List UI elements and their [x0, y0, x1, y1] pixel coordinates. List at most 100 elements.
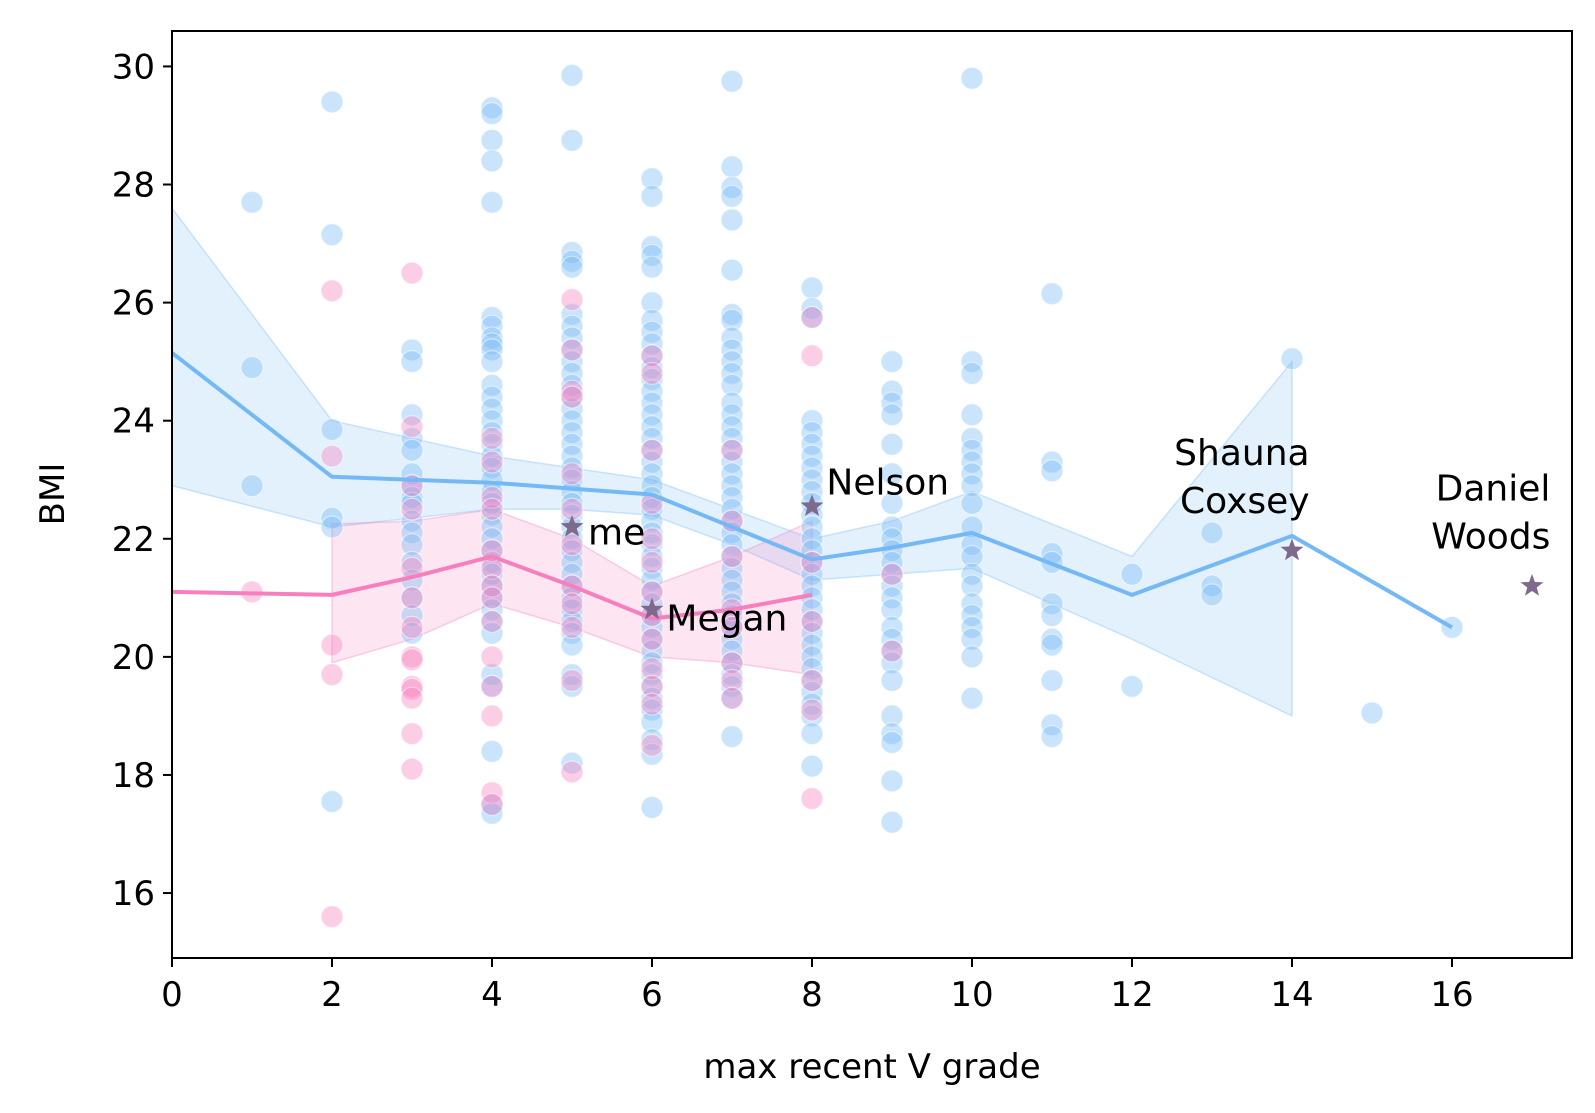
scatter-point	[480, 801, 504, 825]
scatter-point	[480, 426, 504, 451]
scatter-point	[880, 730, 904, 755]
scatter-point	[480, 527, 504, 551]
scatter-point	[800, 680, 824, 704]
scatter-point	[800, 574, 824, 598]
scatter-point	[880, 550, 904, 575]
scatter-point	[960, 426, 984, 451]
scatter-point	[640, 426, 664, 451]
scatter-point	[560, 288, 584, 312]
scatter-point	[1040, 459, 1064, 483]
scatter-point	[640, 497, 664, 521]
scatter-point	[320, 279, 344, 303]
y-tick-label: 28	[112, 166, 155, 206]
confidence-bands	[171, 205, 1293, 718]
scatter-point	[640, 521, 664, 545]
scatter-point	[560, 662, 584, 687]
scatter-point	[640, 627, 664, 651]
x-tick-label: 2	[321, 975, 343, 1015]
scatter-point	[1040, 450, 1064, 474]
ci-band-series-1	[171, 205, 1293, 718]
scatter-point	[720, 391, 744, 415]
scatter-point	[800, 276, 824, 300]
scatter-point	[480, 326, 504, 350]
scatter-point	[880, 651, 904, 675]
scatter-point	[1280, 347, 1304, 371]
highlight-label-line: Nelson	[826, 463, 949, 504]
scatter-point	[560, 533, 584, 557]
scatter-point	[880, 769, 904, 793]
scatter-point	[640, 533, 664, 557]
scatter-point	[560, 255, 584, 279]
scatter-point	[480, 704, 504, 728]
scatter-point	[480, 574, 504, 598]
scatter-point	[880, 810, 904, 834]
scatter-point	[1200, 583, 1224, 607]
scatter-point	[720, 544, 744, 569]
scatter-point	[240, 474, 264, 498]
scatter-point	[720, 568, 744, 592]
x-tick-label: 12	[1110, 975, 1153, 1015]
scatter-point	[400, 586, 424, 610]
scatter-point	[480, 190, 504, 214]
scatter-point	[1360, 701, 1384, 725]
scatter-point	[720, 373, 744, 397]
x-axis-label: max recent V grade	[703, 1047, 1040, 1087]
scatter-point	[480, 503, 504, 527]
scatter-point	[960, 403, 984, 427]
scatter-point	[640, 403, 664, 427]
scatter-point	[640, 686, 664, 710]
scatter-point	[400, 414, 424, 439]
scatter-point	[480, 662, 504, 687]
scatter-point	[720, 155, 744, 179]
scatter-point	[800, 468, 824, 492]
scatter-point	[960, 686, 984, 710]
scatter-point	[480, 444, 504, 468]
scatter-point	[800, 754, 824, 778]
scatter-point	[560, 338, 584, 362]
scatter-point	[560, 350, 584, 374]
scatter-point	[880, 491, 904, 515]
scatter-point	[640, 355, 664, 380]
scatter-point	[720, 69, 744, 93]
scatter-point	[880, 432, 904, 456]
scatter-point	[1200, 574, 1224, 598]
x-tick-label: 8	[801, 975, 823, 1015]
scatter-point	[560, 538, 584, 563]
scatter-point	[800, 515, 824, 539]
scatter-point	[720, 175, 744, 200]
scatter-point	[960, 592, 984, 616]
scatter-point	[720, 462, 744, 486]
highlight-label-line: me	[588, 513, 645, 554]
scatter-point	[960, 474, 984, 498]
scatter-point	[640, 184, 664, 208]
scatter-point	[800, 456, 824, 480]
scatter-point	[480, 338, 504, 362]
scatter-point	[880, 627, 904, 651]
scatter-point	[880, 668, 904, 693]
scatter-point	[800, 305, 824, 329]
scatter-point	[240, 190, 264, 214]
scatter-point	[720, 474, 744, 498]
scatter-point	[640, 550, 664, 575]
scatter-point	[880, 403, 904, 427]
scatter-point	[720, 338, 744, 362]
scatter-point	[800, 692, 824, 716]
scatter-point	[1040, 633, 1064, 657]
scatter-point	[960, 438, 984, 462]
scatter-point	[480, 332, 504, 356]
scatter-point	[480, 385, 504, 409]
scatter-point	[880, 598, 904, 622]
scatter-point	[880, 350, 904, 374]
scatter-point	[480, 621, 504, 645]
scatter-point	[480, 149, 504, 173]
scatter-point	[400, 509, 424, 533]
y-tick-label: 24	[112, 402, 155, 442]
scatter-point	[640, 344, 664, 368]
scatter-point	[640, 379, 664, 403]
x-axis-ticks: 0 2 4 6 8 10 12 14 16	[161, 958, 1474, 1015]
scatter-point	[960, 574, 984, 598]
scatter-point	[720, 651, 744, 675]
scatter-point	[640, 234, 664, 259]
scatter-point	[800, 562, 824, 586]
scatter-point	[560, 63, 584, 87]
